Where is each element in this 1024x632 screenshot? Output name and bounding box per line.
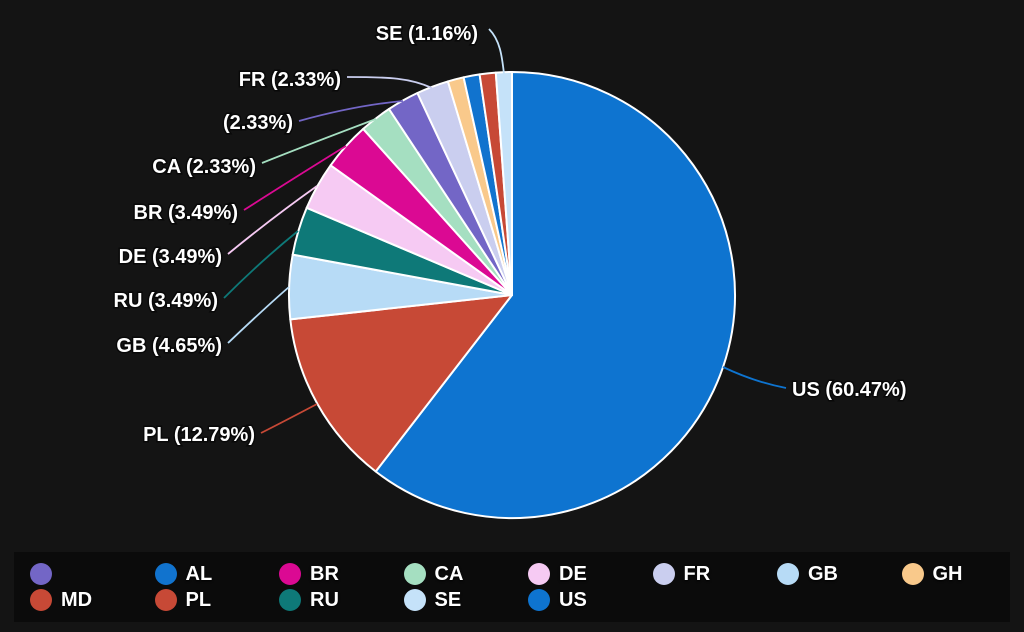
legend-dot-icon: [30, 563, 52, 585]
legend-dot-icon: [403, 589, 426, 611]
slice-label-FR: FR (2.33%): [239, 69, 341, 91]
legend-label: FR: [683, 563, 711, 585]
legend-item-GH[interactable]: GH: [886, 563, 1011, 585]
legend-dot-icon: [154, 589, 177, 611]
slice-label-RU: RU (3.49%): [114, 290, 218, 312]
legend-label: GB: [808, 563, 838, 585]
legend-item-SE[interactable]: SE: [388, 589, 513, 611]
slice-label-PL: PL (12.79%): [143, 424, 255, 446]
leader-line-GB: [227, 286, 290, 344]
leader-line-PL: [260, 403, 318, 434]
pie-slice-US[interactable]: [374, 71, 736, 519]
leader-line-DE: [227, 185, 318, 255]
legend-label: MD: [61, 589, 93, 611]
slice-label-CA: CA (2.33%): [152, 156, 256, 178]
legend-label: GH: [932, 563, 963, 585]
legend-label: BR: [310, 563, 339, 585]
leader-line-RU: [223, 230, 299, 299]
leader-line-CA: [261, 118, 377, 164]
legend-dot-icon: [901, 563, 924, 585]
legend-item-DE[interactable]: DE: [512, 563, 637, 585]
legend-dot-icon: [279, 589, 301, 611]
slice-label-unnamed: (2.33%): [223, 112, 293, 134]
legend-dot-icon: [777, 563, 799, 585]
slice-label-DE: DE (3.49%): [119, 246, 222, 268]
legend-item-GB[interactable]: GB: [761, 563, 886, 585]
legend-item-MD[interactable]: MD: [14, 589, 139, 611]
legend-item-US[interactable]: US: [512, 589, 637, 611]
leader-line-unnamed: [298, 100, 404, 122]
legend-item-FR[interactable]: FR: [637, 563, 762, 585]
legend-label: RU: [310, 589, 339, 611]
legend-label: US: [559, 589, 587, 611]
legend-dot-icon: [528, 563, 550, 585]
legend-dot-icon: [652, 563, 675, 585]
legend-dot-icon: [154, 563, 177, 585]
legend-label: SE: [434, 589, 462, 611]
legend-item-AL[interactable]: AL: [139, 563, 264, 585]
legend-label: AL: [185, 563, 213, 585]
legend-item-BR[interactable]: BR: [263, 563, 388, 585]
leader-line-FR: [346, 76, 433, 89]
legend-label: PL: [185, 589, 212, 611]
leader-line-BR: [243, 145, 347, 211]
legend-item-CA[interactable]: CA: [388, 563, 513, 585]
legend-dot-icon: [528, 589, 550, 611]
legend-dot-icon: [279, 563, 301, 585]
leader-line-US: [722, 366, 787, 389]
slice-label-BR: BR (3.49%): [134, 202, 238, 224]
legend-item-PL[interactable]: PL: [139, 589, 264, 611]
legend-item-unnamed[interactable]: [14, 563, 139, 585]
legend-label: CA: [434, 563, 464, 585]
legend-dot-icon: [403, 563, 426, 585]
slice-label-SE: SE (1.16%): [376, 23, 478, 45]
legend-label: DE: [559, 563, 587, 585]
leader-line-SE: [488, 28, 505, 75]
pie-slice-PL[interactable]: [289, 294, 513, 473]
legend-item-RU[interactable]: RU: [263, 589, 388, 611]
chart-legend: AL BR CA DE FR GB GH MD PL RU SE US: [14, 552, 1010, 622]
legend-dot-icon: [30, 589, 52, 611]
slice-label-US: US (60.47%): [792, 379, 907, 401]
slice-label-GB: GB (4.65%): [116, 335, 222, 357]
